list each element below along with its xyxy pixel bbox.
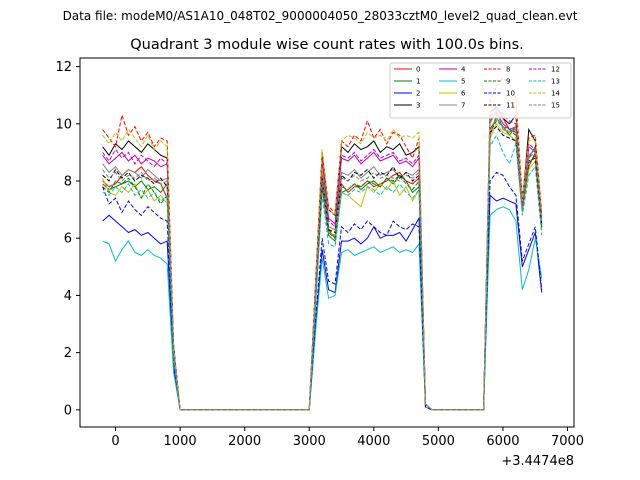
chart-title: Quadrant 3 module wise count rates with …	[130, 37, 524, 53]
x-tick-label: 1000	[164, 434, 197, 449]
legend-label-9: 9	[506, 78, 510, 86]
y-tick-label: 12	[55, 60, 72, 75]
y-tick-label: 4	[64, 289, 72, 304]
x-axis: 0 1000 2000 3000 4000 5000 6000 7000	[111, 427, 584, 449]
legend-label-5: 5	[461, 78, 465, 86]
x-offset-label: +3.4474e8	[501, 454, 574, 469]
legend-label-10: 10	[506, 90, 515, 98]
x-tick-label: 7000	[551, 434, 584, 449]
y-tick-label: 6	[64, 232, 72, 247]
y-tick-label: 8	[64, 175, 72, 190]
legend-frame	[389, 62, 572, 119]
series-line-14	[102, 88, 543, 411]
legend-label-14: 14	[551, 90, 560, 98]
legend-label-6: 6	[461, 90, 466, 98]
legend-label-8: 8	[506, 66, 510, 74]
x-tick-label: 4000	[357, 434, 390, 449]
x-tick-label: 3000	[293, 434, 326, 449]
legend-label-2: 2	[416, 90, 420, 98]
y-axis: 0 2 4 6 8 10 12	[55, 60, 80, 418]
legend-label-7: 7	[461, 102, 465, 110]
series-line-15	[102, 117, 543, 411]
legend-label-15: 15	[551, 102, 560, 110]
y-tick-label: 2	[64, 346, 72, 361]
y-tick-label: 10	[55, 117, 72, 132]
y-tick-label: 0	[64, 403, 72, 418]
legend-label-0: 0	[416, 66, 420, 74]
figure-suptitle: Data file: modeM0/AS1A10_048T02_90000040…	[63, 9, 578, 23]
x-tick-label: 5000	[422, 434, 455, 449]
legend-label-13: 13	[551, 78, 560, 86]
legend-label-1: 1	[416, 78, 420, 86]
plot-area-frame	[79, 57, 575, 428]
legend-label-12: 12	[551, 66, 560, 74]
series-layer	[102, 77, 543, 411]
legend-label-4: 4	[461, 66, 466, 74]
x-tick-label: 6000	[486, 434, 519, 449]
legend-label-11: 11	[506, 102, 515, 110]
legend-label-3: 3	[416, 102, 420, 110]
x-tick-label: 0	[111, 434, 119, 449]
x-tick-label: 2000	[228, 434, 261, 449]
series-line-10	[102, 171, 543, 411]
